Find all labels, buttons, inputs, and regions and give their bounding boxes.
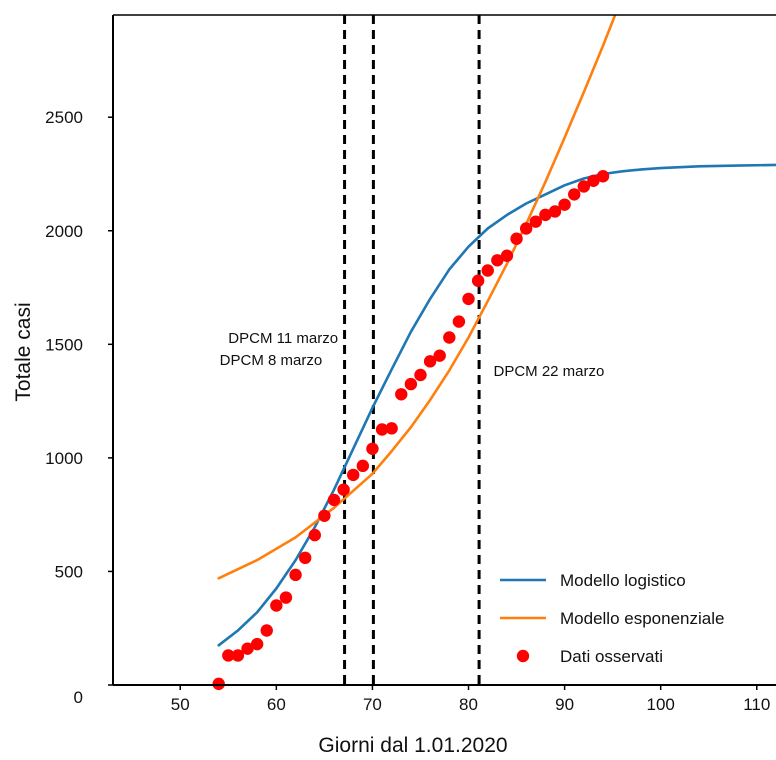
y-axis-title: Totale casi — [12, 302, 35, 401]
annotation-0: DPCM 8 marzo — [220, 352, 323, 369]
data-point — [414, 368, 427, 382]
data-point — [452, 315, 466, 328]
data-point — [308, 528, 321, 542]
data-point — [529, 215, 542, 228]
series-lines — [217, 15, 776, 647]
data-point — [548, 205, 562, 218]
data-point — [356, 459, 370, 473]
data-point — [395, 388, 408, 401]
data-point — [337, 483, 350, 496]
axes — [108, 14, 776, 690]
data-point — [587, 174, 600, 187]
y-tick-label: 0 — [74, 688, 83, 707]
data-point — [289, 568, 302, 582]
legend: Modello logistico Modello esponenziale Dat… — [500, 571, 724, 666]
y-tick-label: 2500 — [45, 108, 83, 127]
data-point — [250, 637, 264, 651]
data-point — [510, 232, 523, 245]
observed-points — [212, 170, 610, 691]
legend-swatch-2 — [516, 649, 530, 663]
legend-label-2: Dati osservati — [560, 647, 663, 666]
data-point — [241, 642, 254, 655]
x-axis-title: Giorni dal 1.01.2020 — [318, 734, 507, 757]
series-line-0 — [217, 163, 776, 647]
x-tick-label: 100 — [647, 695, 675, 714]
x-tick-label: 60 — [267, 695, 286, 714]
x-tick-label: 90 — [555, 695, 574, 714]
y-tick-label: 1500 — [45, 335, 83, 354]
data-point — [375, 423, 389, 436]
data-point — [347, 468, 360, 482]
annotation-1: DPCM 11 marzo — [228, 330, 338, 347]
x-tick-label: 80 — [459, 695, 478, 714]
data-point — [539, 208, 552, 222]
annotation-2: DPCM 22 marzo — [494, 363, 605, 380]
x-tick-label: 50 — [171, 695, 190, 714]
data-point — [568, 188, 581, 201]
data-point — [385, 422, 398, 435]
series-line-1 — [217, 15, 617, 580]
tick-labels: 50 60 70 80 90 100 110 0 500 1000 1500 2000 2500 — [45, 108, 770, 714]
data-point — [222, 649, 235, 662]
data-point — [279, 591, 293, 604]
data-point — [462, 292, 475, 306]
data-point — [231, 649, 245, 662]
data-point — [500, 249, 514, 262]
legend-label-0: Modello logistico — [560, 571, 686, 590]
data-point — [491, 254, 504, 267]
data-point — [433, 349, 446, 362]
data-point — [443, 331, 456, 344]
data-point — [298, 551, 312, 565]
x-tick-label: 110 — [743, 695, 770, 714]
y-tick-label: 500 — [55, 562, 83, 581]
data-point — [596, 170, 610, 183]
data-point — [404, 377, 418, 391]
data-point — [270, 599, 283, 612]
y-tick-label: 2000 — [45, 222, 83, 241]
data-point — [212, 677, 225, 691]
data-point — [519, 222, 533, 235]
legend-label-1: Modello esponenziale — [560, 609, 724, 628]
data-point — [260, 624, 273, 637]
data-point — [423, 355, 437, 368]
data-point — [327, 493, 341, 507]
vertical-lines — [343, 15, 481, 685]
data-point — [558, 198, 571, 211]
annotations: DPCM 8 marzo DPCM 11 marzo DPCM 22 marzo — [220, 330, 605, 380]
data-point — [471, 274, 485, 287]
data-point — [481, 264, 494, 277]
x-tick-label: 70 — [363, 695, 382, 714]
data-point — [366, 442, 379, 455]
y-tick-label: 1000 — [45, 449, 83, 468]
data-point — [577, 180, 591, 193]
data-point — [318, 509, 331, 522]
